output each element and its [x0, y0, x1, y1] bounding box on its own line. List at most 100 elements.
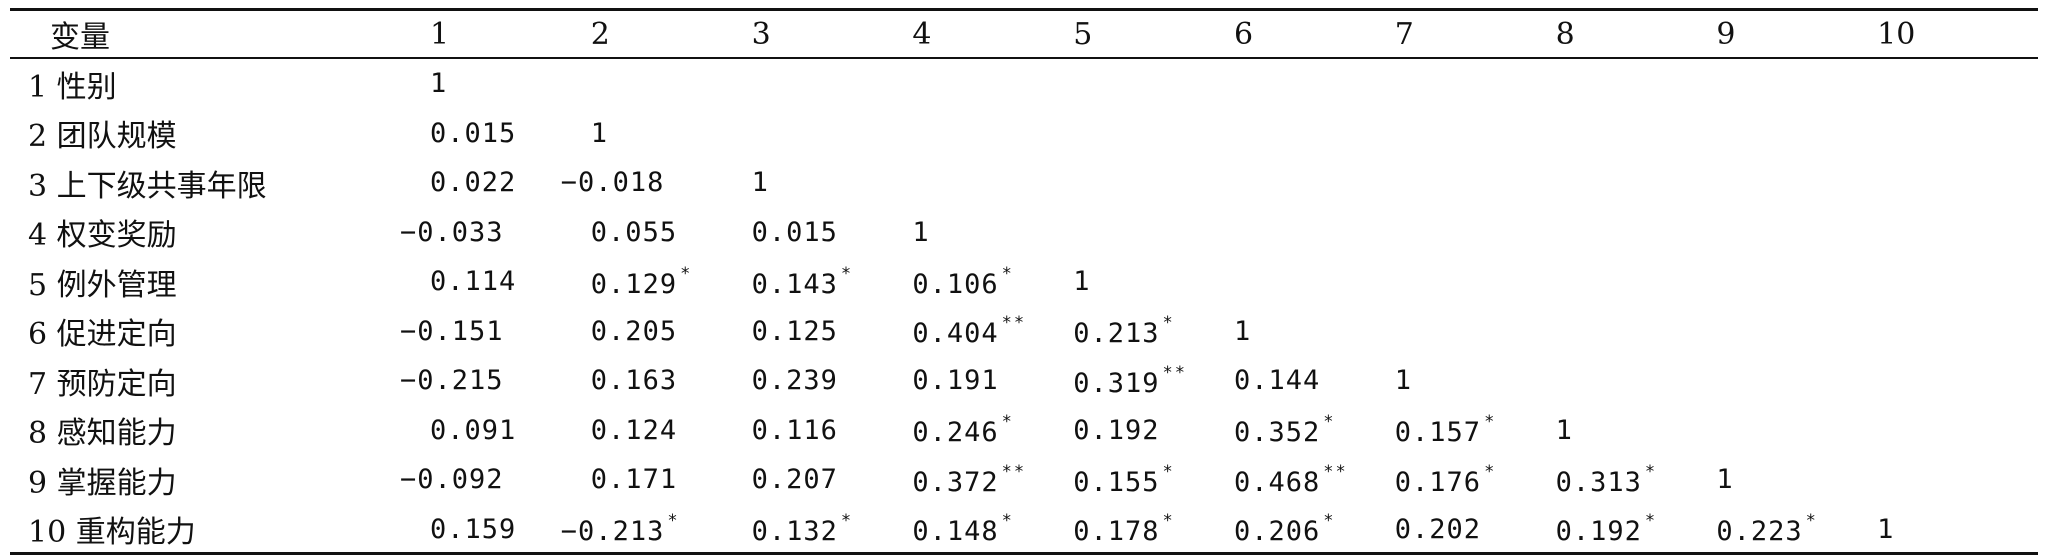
- column-header-1: 1: [430, 16, 450, 52]
- correlation-cell: 0.155 *: [1073, 455, 1234, 505]
- significance-marker: *: [1644, 511, 1658, 532]
- correlation-value: 1: [1877, 513, 1895, 545]
- correlation-cell: 0.143 *: [752, 257, 913, 307]
- correlation-value: 1: [1073, 266, 1091, 298]
- correlation-table-container: 变量 1 2 3 4 5 6 7 8 9 10 1 性别 1 2 团队规模 0.015 1 3 上下级共事年限…: [10, 8, 2038, 554]
- correlation-cell: 0.352 *: [1234, 406, 1395, 456]
- correlation-value: 0.114: [430, 266, 517, 298]
- correlation-cell: [1877, 455, 2038, 505]
- correlation-table: 变量 1 2 3 4 5 6 7 8 9 10 1 性别 1 2 团队规模 0.015 1 3 上下级共事年限…: [10, 11, 2038, 554]
- correlation-cell: [1234, 158, 1395, 208]
- correlation-cell: [1716, 356, 1877, 406]
- correlation-cell: [1395, 307, 1556, 357]
- table-row: 5 例外管理 0.114 0.129 * 0.143 * 0.106 * 1: [10, 257, 2038, 307]
- significance-marker: *: [1162, 511, 1175, 532]
- correlation-cell: 0.213 *: [1073, 307, 1234, 357]
- correlation-cell: 0.404 **: [912, 307, 1073, 357]
- correlation-cell: −0.018: [561, 158, 752, 208]
- column-header-3: 3: [751, 16, 771, 52]
- correlation-cell: [1556, 109, 1717, 159]
- correlation-cell: −0.151: [400, 307, 591, 357]
- correlation-value: 1: [751, 167, 769, 199]
- correlation-cell: 0.116: [752, 406, 913, 456]
- correlation-cell: [1877, 59, 2038, 109]
- correlation-cell: [1716, 158, 1877, 208]
- row-variable-label: 8 感知能力: [28, 416, 177, 452]
- correlation-cell: [1877, 307, 2038, 357]
- correlation-value: 0.205: [590, 315, 678, 347]
- significance-marker: *: [1001, 511, 1014, 532]
- correlation-cell: 0.207: [752, 455, 913, 505]
- correlation-cell: [1556, 208, 1717, 258]
- correlation-cell: 1: [591, 109, 752, 159]
- correlation-cell: 1: [430, 59, 591, 109]
- correlation-value: 0.202: [1394, 513, 1482, 545]
- correlation-cell: [1877, 406, 2038, 456]
- correlation-cell: 0.171: [591, 455, 752, 505]
- correlation-cell: 1: [1234, 307, 1395, 357]
- correlation-value: 0.148: [912, 516, 999, 548]
- correlation-value: 0.132: [751, 516, 838, 548]
- correlation-cell: [1073, 208, 1234, 258]
- row-variable-label: 4 权变奖励: [28, 218, 177, 254]
- correlation-value: −0.018: [560, 167, 665, 199]
- correlation-cell: [1716, 59, 1877, 109]
- correlation-cell: [1234, 257, 1395, 307]
- correlation-value: 0.352: [1233, 417, 1321, 449]
- correlation-value: −0.213: [560, 516, 665, 548]
- significance-marker: *: [1001, 263, 1014, 284]
- correlation-cell: 0.129 *: [591, 257, 752, 307]
- correlation-cell: [752, 109, 913, 159]
- correlation-value: 0.155: [1073, 466, 1160, 498]
- correlation-value: 0.144: [1233, 365, 1321, 397]
- row-variable-label: 2 团队规模: [28, 119, 177, 155]
- correlation-value: −0.033: [400, 216, 504, 248]
- correlation-value: 0.129: [590, 268, 678, 300]
- correlation-cell: 1: [1395, 356, 1556, 406]
- correlation-value: 0.143: [751, 268, 838, 300]
- table-row: 7 预防定向 −0.215 0.163 0.239 0.191 0.319 ** 0.144 1: [10, 356, 2038, 406]
- correlation-cell: 0.192 *: [1556, 505, 1717, 555]
- correlation-value: 0.125: [751, 315, 838, 347]
- correlation-cell: [1877, 158, 2038, 208]
- correlation-cell: [591, 59, 752, 109]
- significance-marker: *: [1162, 461, 1175, 482]
- correlation-value: 0.404: [912, 318, 999, 350]
- table-row: 10 重构能力 0.159 −0.213 * 0.132 * 0.148 * 0.178 * 0.2…: [10, 505, 2038, 555]
- correlation-cell: 0.055: [591, 208, 752, 258]
- correlation-cell: 0.176 *: [1395, 455, 1556, 505]
- correlation-cell: [1716, 208, 1877, 258]
- correlation-cell: 0.239: [752, 356, 913, 406]
- table-row: 4 权变奖励 −0.033 0.055 0.015 1: [10, 208, 2038, 258]
- correlation-cell: 0.144: [1234, 356, 1395, 406]
- column-header-6: 6: [1233, 16, 1254, 52]
- correlation-cell: [1073, 158, 1234, 208]
- row-variable-label: 5 例外管理: [28, 267, 177, 303]
- table-bottom-rule: [10, 552, 2038, 555]
- correlation-cell: 1: [912, 208, 1073, 258]
- correlation-value: 0.171: [590, 464, 678, 496]
- column-header-2: 2: [590, 16, 610, 52]
- row-variable-label: 7 预防定向: [28, 366, 177, 402]
- correlation-cell: 0.091: [430, 406, 591, 456]
- significance-marker: *: [1162, 313, 1175, 334]
- correlation-value: −0.215: [400, 365, 504, 397]
- table-body: 1 性别 1 2 团队规模 0.015 1 3 上下级共事年限 0.022 −0.018 1 4 …: [10, 57, 2038, 555]
- correlation-cell: 0.163: [591, 356, 752, 406]
- correlation-value: 1: [430, 68, 448, 100]
- significance-marker: *: [680, 263, 693, 284]
- correlation-cell: 0.202: [1395, 505, 1556, 555]
- correlation-cell: [1716, 109, 1877, 159]
- correlation-cell: −0.213 *: [561, 505, 752, 555]
- correlation-cell: [1556, 257, 1717, 307]
- correlation-cell: 0.125: [752, 307, 913, 357]
- correlation-cell: 0.015: [430, 109, 591, 159]
- correlation-value: −0.151: [400, 315, 504, 347]
- correlation-cell: 0.106 *: [912, 257, 1073, 307]
- significance-marker: *: [1644, 461, 1658, 482]
- correlation-cell: 0.206 *: [1234, 505, 1395, 555]
- correlation-cell: [1395, 158, 1556, 208]
- correlation-value: 0.159: [430, 513, 517, 545]
- correlation-value: 1: [1233, 315, 1252, 347]
- correlation-cell: 1: [752, 158, 913, 208]
